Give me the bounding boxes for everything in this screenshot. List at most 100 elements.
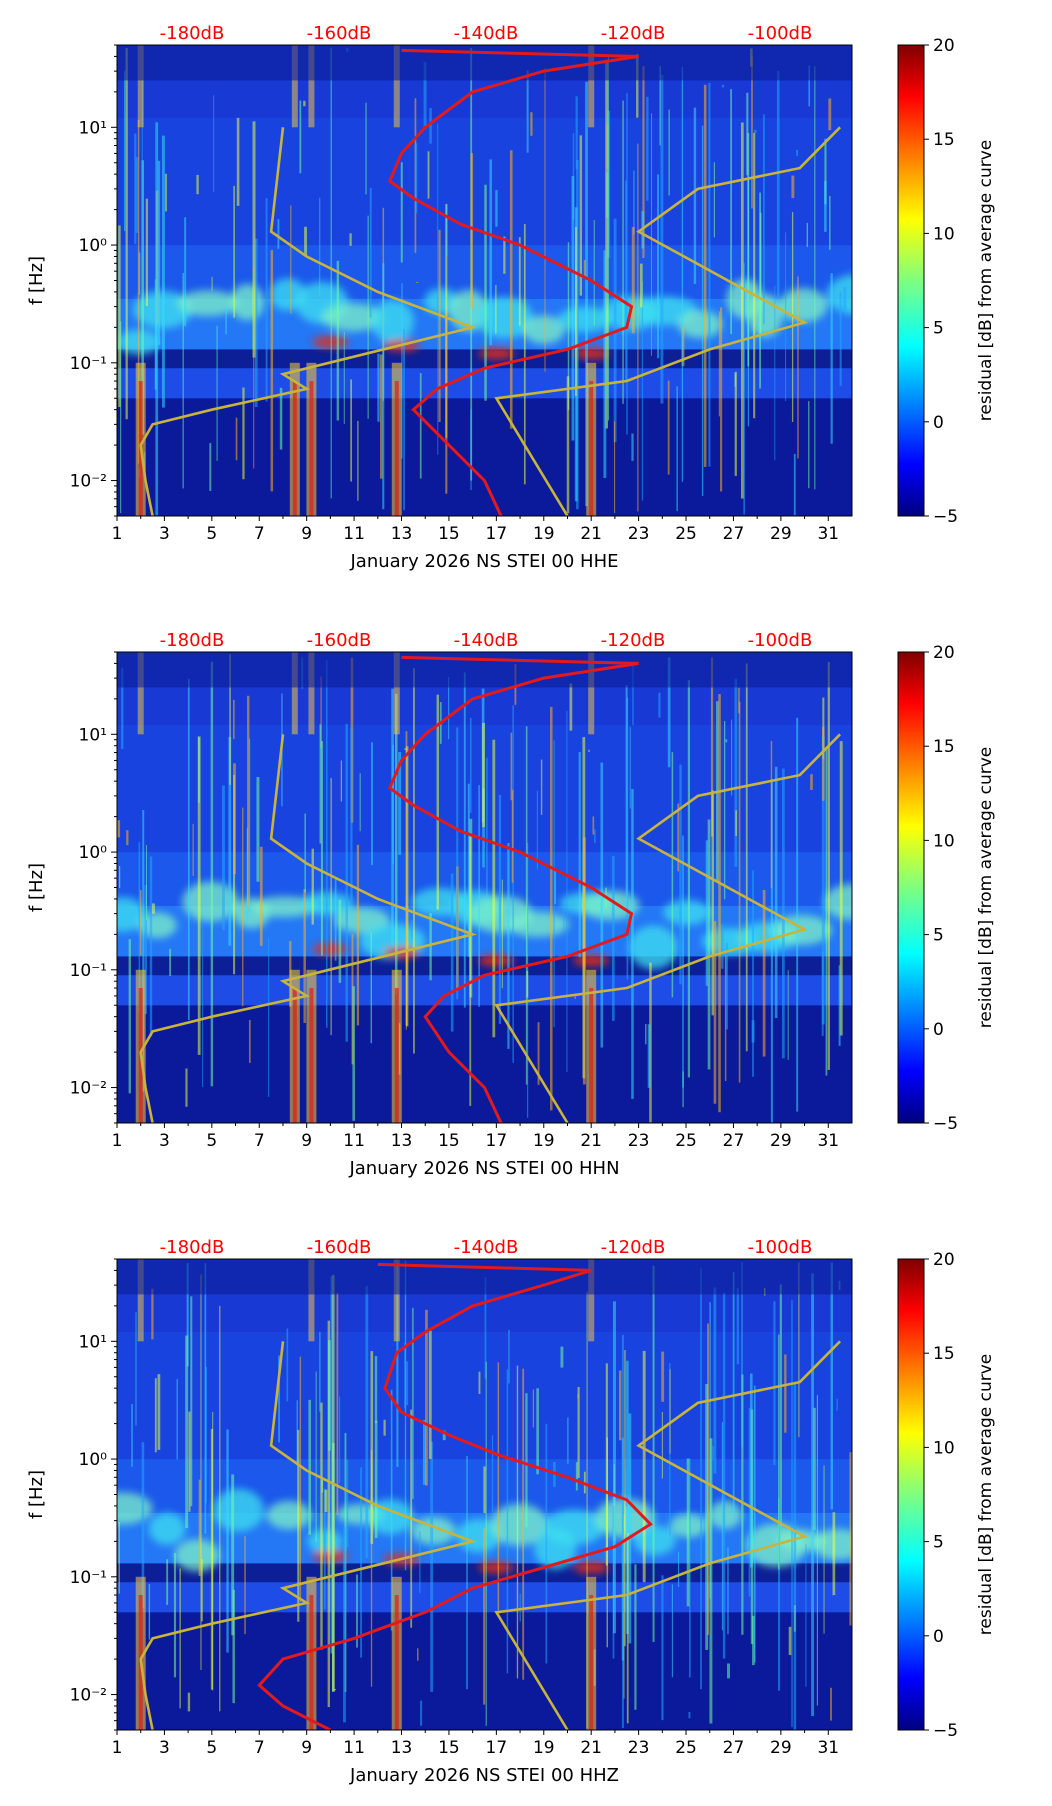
streak <box>192 823 194 877</box>
streak <box>594 829 596 844</box>
x-tick-label: 7 <box>254 1738 265 1758</box>
streak <box>709 1438 713 1724</box>
streak <box>659 66 661 146</box>
streak <box>606 1437 608 1648</box>
hot-spot <box>573 1561 610 1574</box>
streak <box>787 970 789 1060</box>
colorbar-tick-label: 0 <box>933 1627 944 1647</box>
streak <box>829 196 831 250</box>
streak <box>135 157 138 233</box>
x-tick-label: 3 <box>159 524 170 544</box>
streak <box>470 409 472 491</box>
streak <box>202 922 204 1087</box>
streak <box>320 676 322 749</box>
streak <box>247 695 250 906</box>
streak <box>603 250 607 478</box>
streak <box>806 222 809 248</box>
y-tick-label: 10¹ <box>79 725 107 745</box>
x-tick-label: 27 <box>723 1131 745 1151</box>
streak <box>482 788 485 868</box>
colorbar-tick-label: −5 <box>933 507 958 527</box>
hot-day-core <box>589 381 594 516</box>
streak <box>279 387 283 450</box>
hot-day-top <box>393 652 400 735</box>
x-tick-label: 23 <box>628 524 650 544</box>
streak <box>816 1395 818 1706</box>
streak <box>416 281 419 283</box>
streak <box>763 114 765 324</box>
streak <box>210 661 214 1087</box>
streak <box>304 226 307 257</box>
streak <box>705 840 709 986</box>
streak <box>185 1335 189 1529</box>
hot-spot <box>312 1550 349 1563</box>
streak <box>491 1435 494 1513</box>
x-tick-label: 23 <box>628 1131 650 1151</box>
streak <box>118 1522 120 1594</box>
streak <box>278 1355 280 1443</box>
streak <box>797 276 799 459</box>
x-tick-label: 13 <box>391 1131 413 1151</box>
streak <box>405 731 408 1026</box>
streak <box>762 890 766 1057</box>
streak <box>821 734 825 1025</box>
streak <box>197 736 201 1055</box>
streak <box>821 951 824 1036</box>
streak <box>198 737 200 803</box>
hot-day-core <box>394 381 399 516</box>
streak <box>642 66 645 258</box>
streak <box>791 1300 793 1728</box>
streak <box>839 291 842 386</box>
streak <box>734 371 737 476</box>
streak <box>725 942 728 1030</box>
streak <box>201 1559 203 1622</box>
colorbar-tick-label: 10 <box>933 831 955 851</box>
x-tick-label: 15 <box>438 524 460 544</box>
x-tick-label: 13 <box>391 1738 413 1758</box>
streak <box>154 279 157 390</box>
streak <box>510 732 513 801</box>
streak <box>419 373 422 479</box>
streak <box>743 262 746 515</box>
top-db-label: -140dB <box>454 1237 519 1258</box>
streak <box>438 229 441 422</box>
microseism-blob <box>779 288 828 323</box>
streak <box>676 386 678 512</box>
hot-day-core <box>292 988 297 1123</box>
streak <box>550 706 553 1111</box>
streak <box>778 1334 780 1570</box>
streak <box>299 100 302 174</box>
streak <box>186 1262 189 1367</box>
streak <box>713 162 716 238</box>
streak <box>522 1368 525 1680</box>
top-db-label: -180dB <box>160 1237 225 1258</box>
y-tick-label: 10⁻² <box>70 472 107 492</box>
streak <box>157 160 161 345</box>
streak <box>161 135 165 408</box>
streak <box>796 149 799 157</box>
streak <box>752 870 754 1077</box>
colorbar-tick-label: 5 <box>933 319 944 339</box>
microseism-blob <box>826 274 852 315</box>
streak <box>734 678 738 867</box>
streak <box>297 1429 300 1622</box>
streak <box>727 1547 729 1635</box>
streak <box>567 242 570 411</box>
colorbar-tick-label: 10 <box>933 1438 955 1458</box>
streak <box>843 286 847 310</box>
streak <box>741 1374 744 1635</box>
streak <box>682 835 684 1088</box>
streak <box>721 84 725 88</box>
streak <box>169 948 172 976</box>
streak <box>793 453 796 516</box>
streak <box>569 683 573 731</box>
top-db-label: -120dB <box>601 1237 666 1258</box>
x-tick-label: 25 <box>675 1131 697 1151</box>
streak <box>516 1365 519 1679</box>
streak <box>678 1551 680 1587</box>
streak <box>406 1361 409 1406</box>
streak <box>574 996 576 999</box>
x-tick-label: 13 <box>391 524 413 544</box>
x-tick-label: 31 <box>817 524 839 544</box>
streak <box>503 236 506 274</box>
